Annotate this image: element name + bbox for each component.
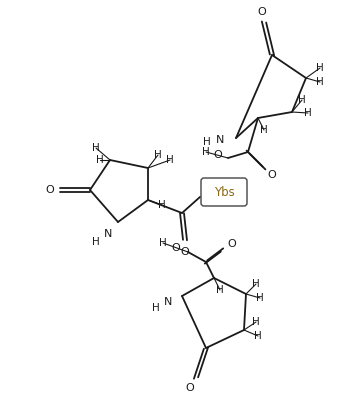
Text: H: H (92, 143, 100, 153)
Text: H: H (252, 317, 260, 327)
Text: H: H (254, 331, 262, 341)
Text: H: H (298, 95, 306, 105)
Text: H: H (260, 125, 268, 135)
Text: H: H (256, 293, 264, 303)
Text: H: H (252, 279, 260, 289)
Text: N: N (164, 297, 172, 307)
Text: H: H (166, 155, 174, 165)
Text: O: O (186, 383, 194, 393)
Text: O: O (181, 247, 190, 257)
Text: H: H (158, 200, 166, 210)
Text: N: N (104, 229, 112, 239)
Text: H: H (316, 77, 324, 87)
Text: H: H (216, 285, 224, 295)
Text: O: O (172, 243, 180, 253)
Text: H: H (316, 63, 324, 73)
Text: H: H (159, 238, 167, 248)
Text: O: O (258, 7, 266, 17)
Text: Ybs: Ybs (214, 186, 234, 199)
FancyBboxPatch shape (201, 178, 247, 206)
Text: N: N (216, 135, 224, 145)
Text: H: H (152, 303, 160, 313)
Text: H: H (203, 137, 211, 147)
Text: H: H (304, 108, 312, 118)
Text: O: O (46, 185, 54, 195)
Text: O: O (206, 188, 214, 198)
Text: O: O (214, 150, 223, 160)
Text: O: O (228, 239, 236, 249)
Text: H: H (92, 237, 100, 247)
Text: H: H (154, 150, 162, 160)
Text: H: H (218, 183, 226, 193)
Text: H: H (202, 147, 210, 157)
Text: H: H (96, 155, 104, 165)
Text: O: O (267, 170, 276, 180)
